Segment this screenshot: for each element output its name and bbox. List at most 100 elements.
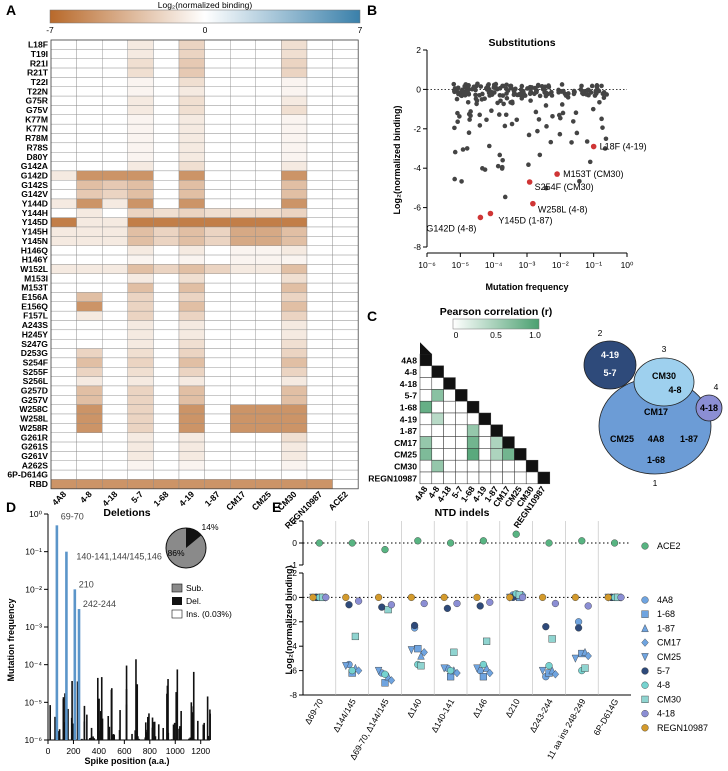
corr-cell-regn10987-4-19 [478, 471, 492, 485]
row-label-d80y: D80Y [27, 152, 49, 162]
panel-d-spike-59 [58, 729, 61, 740]
heat-cell-h146y-1-68 [153, 254, 180, 265]
panel-d-spike-56 [190, 706, 193, 740]
panel-b-point-135 [473, 96, 479, 102]
corr-top-tip [420, 342, 432, 354]
heat-cell-m153t-4-8 [76, 282, 103, 293]
panel-e-point-1-87-3 [417, 651, 425, 660]
panel-e-top-ytick-0: 1 [292, 516, 297, 526]
panel-b-point-24 [496, 112, 502, 117]
panel-b-highlight-point-2 [526, 179, 533, 185]
panel-b-point-211 [463, 90, 469, 96]
heat-cell-t22n-regn10987 [306, 86, 333, 97]
heat-cell-h245y-5-7 [127, 329, 154, 340]
heat-cell-d253g-4-19 [178, 348, 205, 359]
heat-cell-t19i-4-18 [101, 49, 128, 59]
heat-cell-s254f-4-19 [178, 357, 205, 368]
panel-b-ytick-5: -8 [413, 242, 421, 252]
corr-cell-cm25-4-19 [478, 448, 492, 461]
heat-cell-r78m-cm25 [255, 133, 282, 144]
heat-cell-w258c-1-87 [204, 404, 231, 415]
panel-b-point-63 [465, 100, 471, 105]
panel-b-point-140 [486, 143, 492, 149]
heat-cell-t22i-4-18 [101, 77, 128, 87]
heat-cell-l18f-4-18 [101, 39, 128, 50]
heat-cell-e156q-cm25 [255, 301, 282, 312]
panel-e-point-5-7-1 [345, 601, 353, 609]
panel-d-spike-4 [64, 693, 66, 740]
panel-e-point-4-18-3 [420, 599, 428, 608]
pie-del-slice [186, 528, 202, 548]
heat-cell-l18f-4-8 [76, 39, 103, 50]
panel-d-spike-64 [137, 736, 139, 740]
panel-b-point-108 [569, 140, 574, 145]
heat-cell-s255f-4-8 [76, 367, 103, 377]
heat-cell-g261v-5-7 [127, 451, 154, 461]
heat-cell-g142v-5-7 [127, 189, 154, 200]
heat-cell-s254f-5-7 [127, 357, 154, 368]
heat-cell-g142v-ace2 [332, 189, 359, 200]
panel-b-point-110 [508, 83, 513, 89]
row-label-g142a: G142A [21, 161, 48, 171]
heat-cell-y145d-1-87 [204, 217, 231, 228]
panel-d-spike-89 [90, 727, 93, 740]
panel-d-spike-31 [170, 739, 173, 740]
heat-cell-y144d-1-68 [153, 198, 180, 209]
heat-cell-l18f-1-68 [153, 39, 180, 50]
panel-b-point-177 [559, 89, 564, 94]
panel-d-spike-72 [167, 679, 169, 740]
panel-d-annotation-2: 210 [79, 579, 94, 589]
heat-cell-g75v-5-7 [127, 105, 154, 115]
panel-d-xtick-2: 400 [92, 746, 106, 756]
heat-cell-rbd-cm17 [229, 479, 256, 490]
corr-cell-cm25-cm17 [502, 448, 515, 461]
panel-e-bottom-ytick-1: 0 [292, 592, 297, 602]
heat-cell-e156a-cm17 [229, 292, 256, 303]
heat-cell-g75r-1-68 [153, 95, 180, 106]
legend-e-marker-regn10987 [641, 724, 649, 732]
corr-cell-cm30-5-7 [455, 459, 468, 473]
heat-cell-s256l-ace2 [332, 376, 359, 387]
panel-b-point-67 [473, 92, 478, 98]
heat-cell-s247g-4-8 [76, 339, 103, 349]
heat-cell-k77m-cm30 [281, 114, 308, 125]
cluster-4-number: 4 [714, 382, 719, 392]
heat-cell-f157l-1-68 [153, 310, 180, 321]
heat-cell-g142s-5-7 [127, 180, 154, 190]
row-label-a262s: A262S [22, 460, 49, 470]
panel-b-point-225 [462, 84, 468, 90]
cluster-member-cm25: CM25 [610, 434, 634, 444]
heat-cell-t19i-cm25 [255, 49, 282, 59]
heat-cell-e156a-cm25 [255, 292, 282, 303]
pie-del-pct: 14% [201, 522, 218, 532]
heat-cell-r78m-regn10987 [306, 133, 333, 144]
row-label-t22i: T22I [31, 77, 48, 87]
heatmap-a-border [50, 39, 359, 490]
panel-b-point-120 [559, 82, 565, 87]
heat-cell-r21i-cm25 [255, 58, 282, 69]
panel-e-title: NTD indels [435, 507, 490, 519]
panel-e-point-4-8-1 [348, 666, 356, 675]
panel-b-point-96 [603, 136, 609, 142]
panel-d-spike-40 [172, 724, 175, 740]
heat-cell-rbd-1-87 [204, 479, 231, 490]
cluster-member-4-19: 4-19 [601, 350, 619, 360]
heat-cell-y145h-4a8 [50, 226, 77, 237]
heat-cell-s256l-5-7 [127, 376, 154, 387]
heat-cell-d253g-5-7 [127, 348, 154, 359]
heat-cell-k77n-regn10987 [306, 123, 333, 134]
heat-cell-g261v-cm30 [281, 451, 308, 461]
panel-b-point-199 [589, 83, 595, 89]
row-label-y144d: Y144D [22, 199, 48, 209]
heat-cell-h245y-regn10987 [306, 329, 333, 340]
corr-cell-1-87-5-7 [455, 424, 468, 437]
heat-cell-y145d-5-7 [127, 217, 154, 228]
heat-cell-w258c-cm25 [255, 404, 282, 415]
heat-cell-6p-d614g-5-7 [127, 469, 154, 480]
heat-cell-y145d-regn10987 [306, 217, 333, 228]
colorbar-c-tick-1: 0.5 [490, 330, 502, 340]
heat-cell-m153t-5-7 [127, 282, 154, 293]
heat-cell-w258l-4-8 [76, 413, 103, 424]
heat-cell-w258r-1-68 [153, 423, 180, 433]
panel-d-spike-103 [144, 722, 147, 740]
